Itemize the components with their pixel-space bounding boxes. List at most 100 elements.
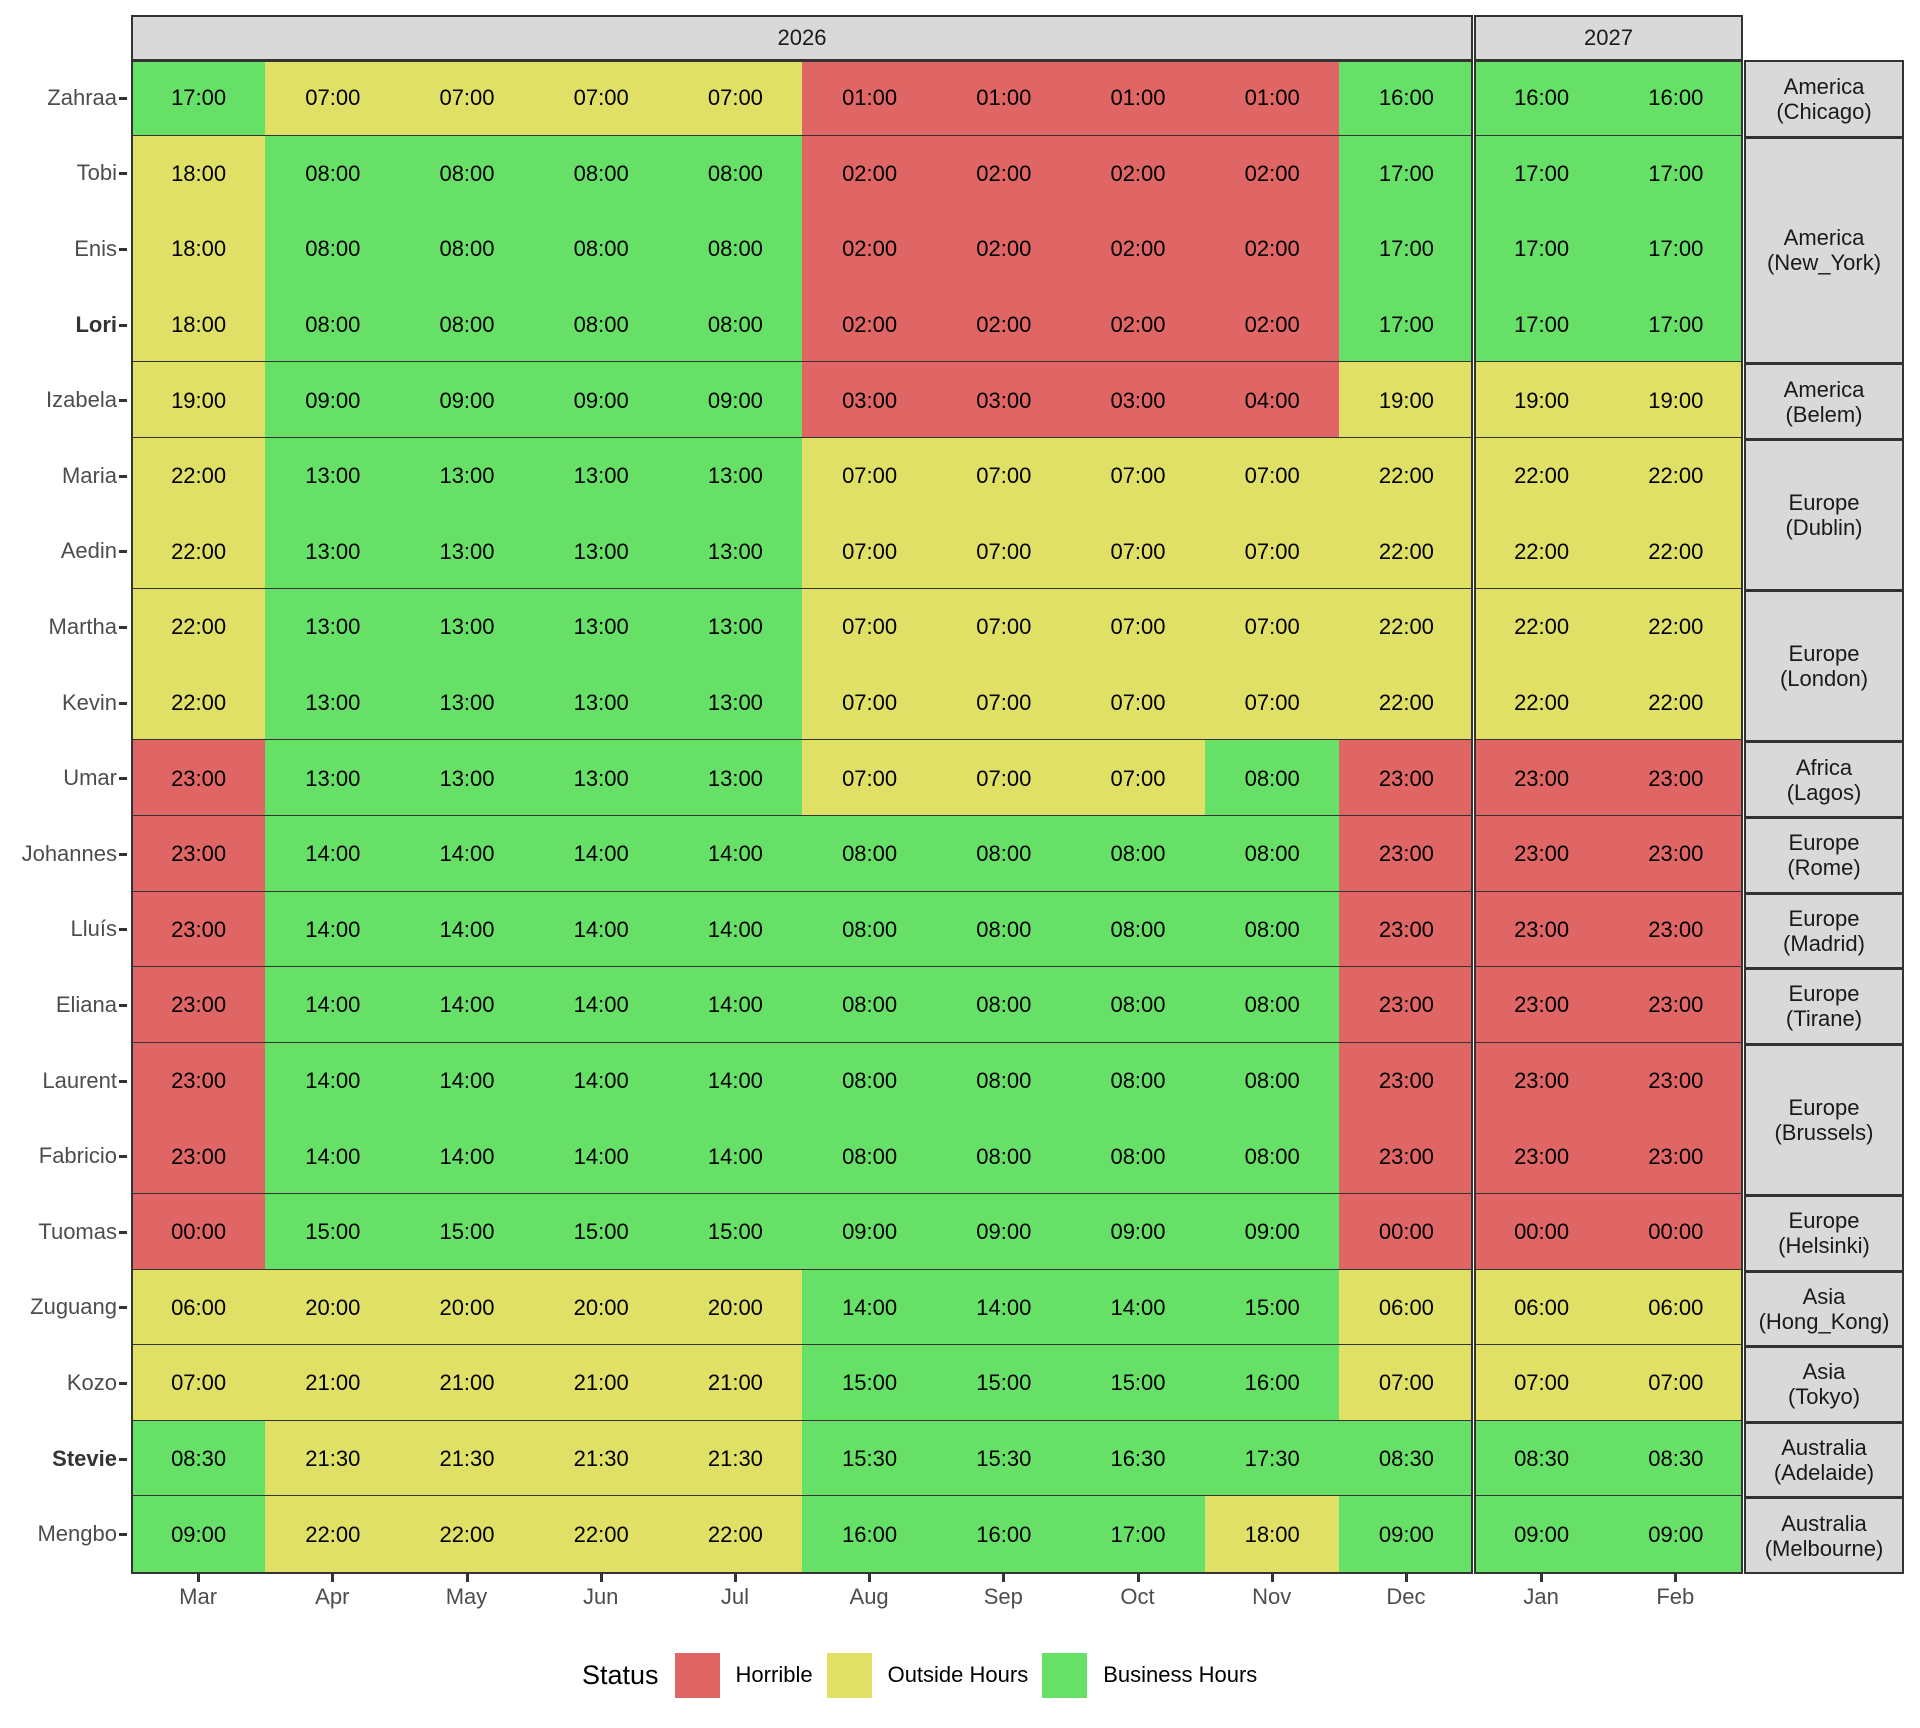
heatmap-cell: 17:00 — [133, 62, 267, 137]
heatmap-cell: 13:00 — [667, 513, 803, 591]
heatmap-cell: 23:00 — [133, 1042, 267, 1120]
heatmap-cell: 17:00 — [1608, 135, 1741, 213]
row-label-laurent: Laurent — [42, 1067, 117, 1093]
heatmap-cell: 13:00 — [533, 740, 669, 817]
heatmap-cell: 13:00 — [399, 438, 535, 515]
zone-label: Australia (Melbourne) — [1764, 1510, 1884, 1561]
heatmap-cell: 23:00 — [1608, 1118, 1741, 1195]
heatmap-cell: 02:00 — [936, 135, 1072, 213]
heatmap-cell: 19:00 — [1476, 362, 1610, 439]
x-axis-tick — [465, 1574, 469, 1582]
heatmap-cell: 08:00 — [1204, 1118, 1340, 1195]
heatmap-cell: 23:00 — [1476, 740, 1610, 817]
heatmap-cell: 22:00 — [1338, 438, 1471, 515]
heatmap-cell: 13:00 — [265, 740, 401, 817]
x-axis-tick — [1270, 1574, 1274, 1582]
heatmap-cell: 09:00 — [936, 1194, 1072, 1271]
heatmap-cell: 22:00 — [133, 589, 267, 666]
heatmap-cell: 23:00 — [133, 967, 267, 1044]
zone-strip: America (New_York) — [1744, 136, 1904, 365]
heatmap-cell: 22:00 — [133, 438, 267, 515]
heatmap-cell: 07:00 — [936, 589, 1072, 666]
heatmap-cell: 13:00 — [533, 664, 669, 742]
heatmap-cell: 22:00 — [1476, 589, 1610, 666]
x-axis-tick — [197, 1574, 201, 1582]
x-axis-label-jul: Jul — [720, 1584, 749, 1609]
heatmap-cell: 08:00 — [936, 816, 1072, 893]
heatmap-cell: 09:00 — [399, 362, 535, 439]
x-axis-label-may: May — [445, 1584, 488, 1609]
heatmap-cell: 08:00 — [1204, 740, 1340, 817]
heatmap-cell: 07:00 — [1338, 1345, 1471, 1422]
heatmap-cell: 15:00 — [667, 1194, 803, 1271]
heatmap-cell: 15:00 — [265, 1194, 401, 1271]
row-label-johannes: Johannes — [21, 840, 117, 866]
x-axis-tick — [1136, 1574, 1140, 1582]
heatmap-cell: 08:00 — [533, 286, 669, 364]
heatmap-cell: 23:00 — [1608, 1042, 1741, 1120]
x-axis-label-apr: Apr — [315, 1584, 350, 1609]
heatmap-cell: 15:00 — [399, 1194, 535, 1271]
facet-panel-2026: 17:00 07:00 07:00 07:00 07:00 01:00 01:00 01:00… — [131, 60, 1473, 1574]
zone-strip: Europe (Helsinki) — [1744, 1195, 1904, 1272]
row-label-tobi: Tobi — [76, 160, 117, 186]
zone-label: America (New_York) — [1766, 225, 1882, 276]
heatmap-cell: 08:00 — [1070, 816, 1206, 893]
heatmap-cell: 21:00 — [265, 1345, 401, 1422]
heatmap-cell: 08:00 — [1204, 967, 1340, 1044]
heatmap-cell: 14:00 — [399, 1118, 535, 1195]
heatmap-cell: 13:00 — [667, 664, 803, 742]
heatmap-cell: 07:00 — [1204, 589, 1340, 666]
y-axis-tick — [119, 474, 127, 478]
heatmap-cell: 22:00 — [1608, 513, 1741, 591]
heatmap-cell: 17:30 — [1204, 1420, 1340, 1498]
heatmap-cell: 08:00 — [399, 135, 535, 213]
heatmap-cell: 15:00 — [1204, 1269, 1340, 1347]
heatmap-cell: 17:00 — [1476, 135, 1610, 213]
legend-key-outside-hours — [826, 1652, 872, 1698]
heatmap-cell: 13:00 — [533, 438, 669, 515]
zone-strip: Australia (Melbourne) — [1744, 1497, 1904, 1574]
row-label-maria: Maria — [61, 462, 117, 488]
x-axis-tick — [599, 1574, 603, 1582]
heatmap-cell: 07:00 — [1070, 438, 1206, 515]
heatmap-cell: 23:00 — [133, 1118, 267, 1195]
y-axis-tick — [119, 1306, 127, 1310]
heatmap-cell: 19:00 — [1338, 362, 1471, 439]
heatmap-cell: 14:00 — [399, 816, 535, 893]
x-axis-label-dec: Dec — [1386, 1584, 1426, 1609]
heatmap-cell: 21:30 — [533, 1420, 669, 1498]
heatmap-cell: 22:00 — [1476, 438, 1610, 515]
heatmap-cell: 21:30 — [265, 1420, 401, 1498]
heatmap-cell: 23:00 — [133, 891, 267, 969]
heatmap-cell: 13:00 — [399, 513, 535, 591]
heatmap-cell: 07:00 — [802, 589, 938, 666]
y-axis-tick — [119, 1533, 127, 1537]
heatmap-cell: 22:00 — [1338, 513, 1471, 591]
zone-label: Europe (Helsinki) — [1778, 1208, 1870, 1259]
zone-strip: America (Chicago) — [1744, 60, 1904, 138]
row-label-izabela: Izabela — [46, 387, 117, 413]
heatmap-cell: 18:00 — [133, 211, 267, 288]
heatmap-cell: 08:00 — [1204, 891, 1340, 969]
x-axis-label-aug: Aug — [849, 1584, 889, 1609]
heatmap-cell: 14:00 — [533, 1118, 669, 1195]
heatmap-cell: 01:00 — [936, 62, 1072, 137]
heatmap-cell: 07:00 — [1608, 1345, 1741, 1422]
zone-label: Australia (Adelaide) — [1773, 1435, 1875, 1486]
y-axis-tick — [119, 1230, 127, 1234]
heatmap-cell: 20:00 — [533, 1269, 669, 1347]
heatmap-cell: 13:00 — [667, 589, 803, 666]
legend-label: Horrible — [735, 1662, 813, 1687]
x-axis-tick — [1404, 1574, 1408, 1582]
y-axis-tick — [119, 928, 127, 932]
heatmap-cell: 00:00 — [1476, 1194, 1610, 1271]
heatmap-cell: 18:00 — [133, 286, 267, 364]
heatmap-cell: 08:00 — [936, 891, 1072, 969]
heatmap-cell: 15:00 — [533, 1194, 669, 1271]
heatmap-cell: 22:00 — [533, 1496, 669, 1572]
heatmap-cell: 07:00 — [1204, 664, 1340, 742]
facet-strip-2026: 2026 — [131, 15, 1473, 61]
heatmap-cell: 17:00 — [1608, 286, 1741, 364]
heatmap-cell: 14:00 — [667, 967, 803, 1044]
